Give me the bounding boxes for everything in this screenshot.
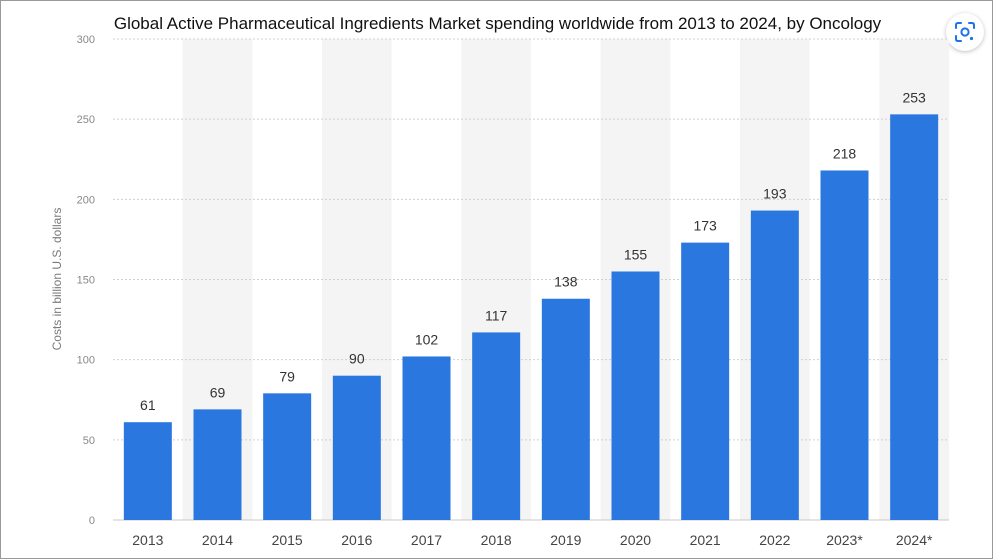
bar [332,375,381,520]
x-tick-label: 2018 [481,532,512,548]
bar [123,422,172,520]
bar [402,356,451,520]
chart-title: Global Active Pharmaceutical Ingredients… [113,14,882,33]
y-tick-label: 50 [83,435,95,447]
data-label: 173 [693,218,717,234]
data-label: 102 [415,331,439,347]
bar [541,298,590,520]
bar [611,271,660,520]
google-lens-icon [955,22,975,42]
y-tick-label: 100 [77,355,95,367]
bar [193,409,242,520]
bar [263,393,312,520]
bar [890,114,939,521]
y-tick-label: 0 [89,515,95,527]
y-tick-label: 150 [77,275,95,287]
x-tick-label: 2019 [550,532,581,548]
data-label: 138 [554,274,578,290]
bar [820,170,869,520]
data-label: 69 [210,384,226,400]
x-tick-label: 2023* [826,532,863,548]
y-tick-label: 300 [77,34,95,46]
x-tick-label: 2016 [341,532,372,548]
x-tick-label: 2021 [690,532,721,548]
y-tick-label: 200 [77,194,95,206]
y-tick-label: 250 [77,114,95,126]
data-label: 117 [485,307,508,323]
bar [681,242,730,520]
x-tick-label: 2022 [759,532,790,548]
x-tick-label: 2015 [272,532,303,548]
lens-button[interactable] [946,13,984,51]
x-tick-label: 2024* [896,532,933,548]
x-tick-label: 2014 [202,532,233,548]
data-label: 155 [624,246,648,262]
x-tick-label: 2020 [620,532,651,548]
data-label: 193 [763,186,787,202]
data-label: 90 [349,351,365,367]
data-label: 61 [140,397,156,413]
x-tick-label: 2013 [132,532,163,548]
bar [472,332,521,520]
data-label: 218 [833,145,857,161]
x-tick-label: 2017 [411,532,442,548]
data-label: 253 [902,89,926,105]
data-label: 79 [279,368,295,384]
bar [750,210,799,520]
